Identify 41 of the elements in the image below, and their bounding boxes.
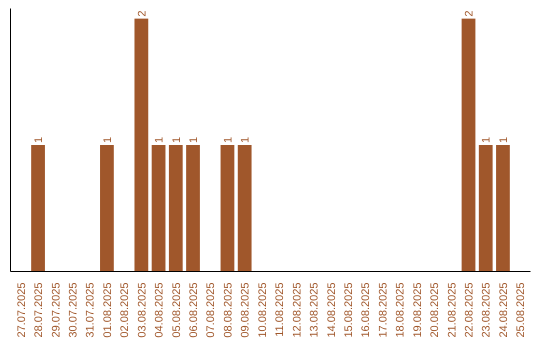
x-tick-label: 11.08.2025 xyxy=(274,282,286,337)
data-label: 2 xyxy=(136,10,148,17)
x-tick-label: 23.08.2025 xyxy=(480,282,493,338)
x-tick-label: 05.08.2025 xyxy=(170,282,183,338)
x-tick-label: 02.08.2025 xyxy=(119,282,132,338)
x-tick-label: 20.08.2025 xyxy=(429,282,442,338)
data-label: 1 xyxy=(154,136,166,144)
x-tick-label: 10.08.2025 xyxy=(256,282,269,338)
x-tick-label: 13.08.2025 xyxy=(308,282,321,338)
x-tick-label: 29.07.2025 xyxy=(50,282,62,338)
x-tick-label: 01.08.2025 xyxy=(102,282,114,338)
data-label: 1 xyxy=(498,136,510,144)
data-label: 1 xyxy=(240,136,252,144)
x-tick-label: 15.08.2025 xyxy=(342,282,355,338)
x-tick-label: 19.08.2025 xyxy=(412,282,424,338)
x-tick-label: 14.08.2025 xyxy=(326,282,338,338)
data-label: 1 xyxy=(170,136,183,144)
x-tick-label: 28.07.2025 xyxy=(33,282,46,338)
x-tick-label: 16.08.2025 xyxy=(360,282,372,338)
x-tick-label: 21.08.2025 xyxy=(446,282,458,338)
data-label: 1 xyxy=(480,136,493,144)
x-tick-label: 31.07.2025 xyxy=(84,282,97,338)
x-tick-label: 03.08.2025 xyxy=(136,282,148,338)
x-tick-label: 17.08.2025 xyxy=(377,282,390,338)
x-tick-label: 24.08.2025 xyxy=(498,282,510,338)
data-label: 1 xyxy=(102,136,114,144)
x-tick-label: 04.08.2025 xyxy=(154,282,166,338)
x-tick-label: 25.08.2025 xyxy=(515,282,528,338)
x-tick-label: 08.08.2025 xyxy=(222,282,234,338)
x-tick-label: 30.07.2025 xyxy=(67,282,80,338)
x-tick-label: 06.08.2025 xyxy=(188,282,200,338)
x-tick-label: 22.08.2025 xyxy=(464,282,476,338)
data-label: 2 xyxy=(464,10,476,17)
x-tick-label: 27.07.2025 xyxy=(16,282,28,338)
data-label: 1 xyxy=(33,136,46,144)
data-label: 1 xyxy=(222,136,234,144)
data-label: 1 xyxy=(188,136,200,144)
x-tick-label: 12.08.2025 xyxy=(291,282,304,338)
x-tick-label: 07.08.2025 xyxy=(205,282,218,338)
x-tick-label: 18.08.2025 xyxy=(394,282,407,338)
x-tick-label: 09.08.2025 xyxy=(240,282,252,338)
